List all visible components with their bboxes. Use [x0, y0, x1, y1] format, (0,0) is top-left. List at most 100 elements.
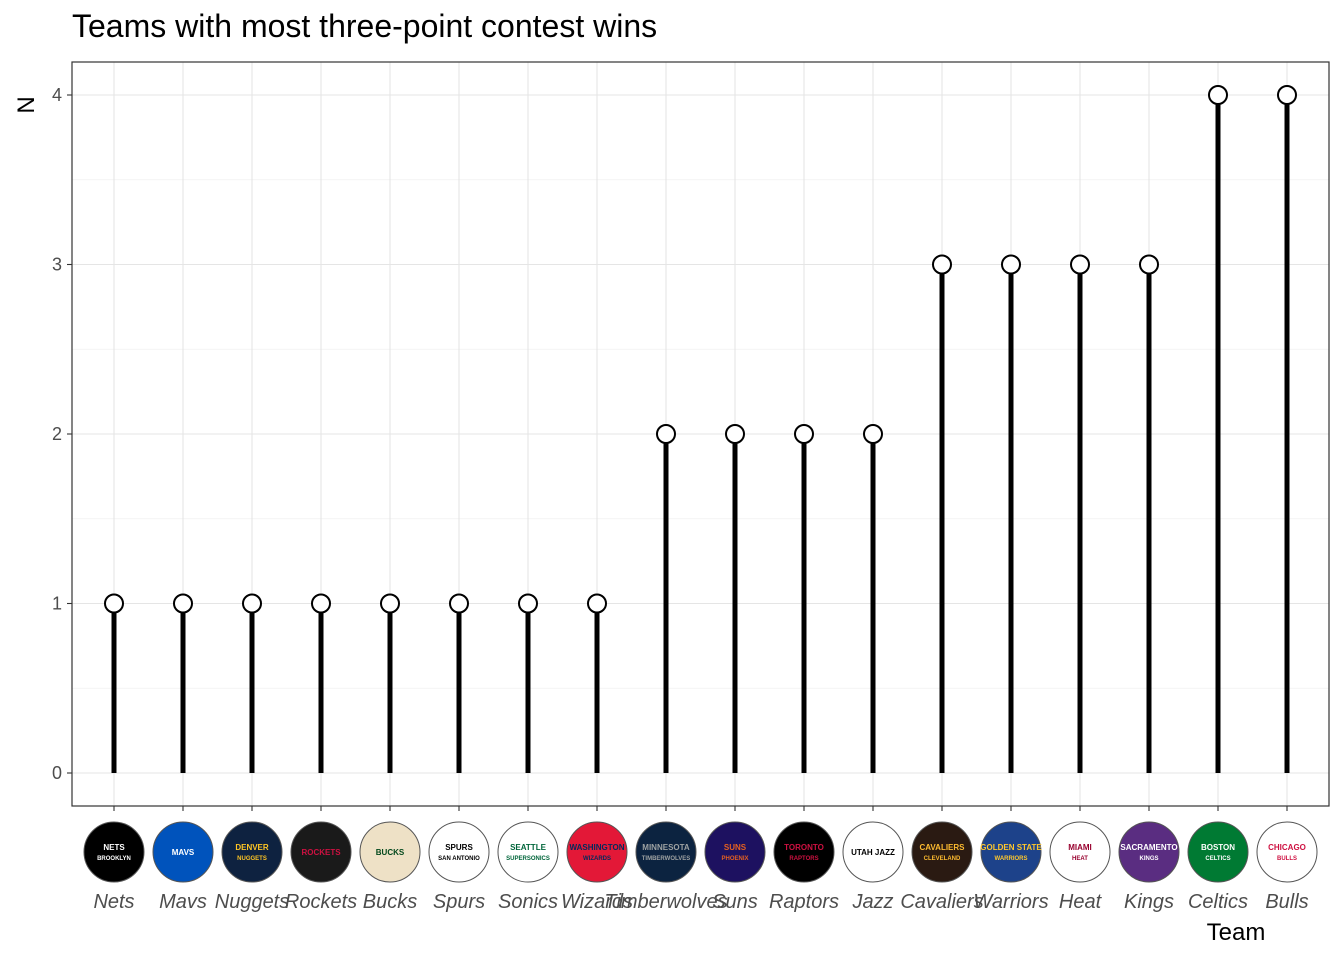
logo-text: KINGS: [1139, 856, 1158, 862]
logo-text: HEAT: [1072, 856, 1088, 862]
point-heat: [1070, 254, 1090, 275]
logo-badge: [980, 821, 1042, 883]
grid-lines: [72, 62, 1329, 806]
y-tick-label: 0: [52, 763, 62, 783]
logo-text: CAVALIERS: [919, 843, 965, 852]
point-celtics: [1208, 85, 1228, 105]
team-logo-timberwolves: MINNESOTA TIMBERWOLVES: [635, 821, 697, 883]
x-tick-label-mavs: Mavs: [159, 891, 207, 913]
logo-text: SUNS: [724, 843, 747, 852]
x-tick-label-nets: Nets: [93, 891, 134, 913]
logo-badge: [566, 821, 628, 883]
team-logo-nets: NETS BROOKLYN: [83, 821, 145, 883]
logo-text: MINNESOTA: [642, 843, 690, 852]
point-nuggets: [242, 593, 262, 614]
logo-text: CELTICS: [1205, 856, 1230, 862]
logo-badge: [152, 821, 214, 883]
point-kings: [1139, 254, 1159, 275]
team-logo-cavaliers: CAVALIERS CLEVELAND: [911, 821, 973, 883]
team-logo-heat: MIAMI HEAT: [1049, 821, 1111, 883]
x-tick-label-sonics: Sonics: [498, 891, 558, 913]
logo-text: BROOKLYN: [97, 856, 131, 862]
x-tick-label-timberwolves: Timberwolves: [604, 891, 727, 913]
team-logo-warriors: GOLDEN STATE WARRIORS: [980, 821, 1042, 883]
x-tick-label-kings: Kings: [1124, 891, 1174, 913]
logo-text: PHOENIX: [721, 856, 748, 862]
logo-text: TORONTO: [784, 843, 824, 852]
logo-badge: [911, 821, 973, 883]
x-tick-label-nuggets: Nuggets: [215, 891, 290, 913]
team-logo-sonics: SEATTLE SUPERSONICS: [497, 821, 559, 883]
y-tick-label: 3: [52, 255, 62, 275]
y-tick-label: 2: [52, 424, 62, 444]
logo-badge: [428, 821, 490, 883]
x-tick-label-bulls: Bulls: [1265, 891, 1308, 913]
logo-text: UTAH JAZZ: [851, 848, 895, 857]
logo-badge: [83, 821, 145, 883]
logo-text: DENVER: [235, 843, 269, 852]
team-logo-celtics: BOSTON CELTICS: [1187, 821, 1249, 883]
point-sonics: [518, 593, 538, 614]
logo-text: CHICAGO: [1268, 843, 1306, 852]
team-logo-nuggets: DENVER NUGGETS: [221, 821, 283, 883]
x-axis-title: Team: [1207, 919, 1266, 946]
logo-badge: [1256, 821, 1318, 883]
team-logo-kings: SACRAMENTO KINGS: [1118, 821, 1180, 883]
point-nets: [104, 593, 124, 614]
logo-badge: [1187, 821, 1249, 883]
logo-badge: [497, 821, 559, 883]
x-tick-label-rockets: Rockets: [285, 891, 357, 913]
logo-text: WARRIORS: [995, 856, 1028, 862]
point-raptors: [794, 424, 814, 444]
x-tick-label-jazz: Jazz: [851, 891, 893, 913]
x-tick-label-celtics: Celtics: [1188, 891, 1248, 913]
team-logo-bulls: CHICAGO BULLS: [1256, 821, 1318, 883]
x-tick-label-warriors: Warriors: [973, 891, 1048, 913]
point-warriors: [1001, 254, 1021, 275]
team-logo-jazz: UTAH JAZZ: [842, 821, 904, 883]
team-logo-suns: SUNS PHOENIX: [704, 821, 766, 883]
logo-text: BULLS: [1277, 856, 1297, 862]
logo-text: SACRAMENTO: [1120, 843, 1177, 852]
team-logo-mavs: MAVS: [152, 821, 214, 883]
logo-badge: [290, 821, 352, 883]
point-jazz: [863, 424, 883, 444]
y-axis-title: N: [13, 96, 40, 113]
stems: [111, 95, 1290, 773]
logo-badge: [1049, 821, 1111, 883]
logo-text: MIAMI: [1068, 843, 1092, 852]
logo-text: CLEVELAND: [924, 856, 961, 862]
logo-badge: [635, 821, 697, 883]
team-logo-wizards: WASHINGTON WIZARDS: [566, 821, 628, 883]
x-tick-label-bucks: Bucks: [363, 891, 417, 913]
logo-badge: [704, 821, 766, 883]
logo-text: MAVS: [172, 848, 195, 857]
logo-text: WIZARDS: [583, 856, 611, 862]
y-tick-label: 4: [52, 85, 62, 105]
chart-title: Teams with most three-point contest wins: [72, 8, 658, 44]
logo-text: NETS: [103, 843, 125, 852]
x-tick-label-cavaliers: Cavaliers: [900, 891, 983, 913]
team-logo-spurs: SPURS SAN ANTONIO: [428, 821, 490, 883]
logo-text: GOLDEN STATE: [980, 843, 1042, 852]
point-bulls: [1277, 85, 1297, 105]
point-bucks: [380, 593, 400, 614]
logo-text: BUCKS: [376, 848, 405, 857]
team-logo-rockets: ROCKETS: [290, 821, 352, 883]
x-tick-label-raptors: Raptors: [769, 891, 839, 913]
y-tick-label: 1: [52, 594, 62, 614]
logo-text: TIMBERWOLVES: [642, 856, 690, 862]
x-tick-label-suns: Suns: [712, 891, 758, 913]
x-tick-label-spurs: Spurs: [433, 891, 485, 913]
logo-text: RAPTORS: [789, 856, 818, 862]
logo-text: NUGGETS: [237, 856, 267, 862]
logo-badge: [773, 821, 835, 883]
markers: [104, 85, 1297, 614]
point-wizards: [587, 593, 607, 614]
team-logo-bucks: BUCKS: [359, 821, 421, 883]
logo-text: SUPERSONICS: [506, 856, 550, 862]
point-timberwolves: [656, 424, 676, 444]
x-tick-label-heat: Heat: [1059, 891, 1103, 913]
logo-text: SPURS: [445, 843, 473, 852]
